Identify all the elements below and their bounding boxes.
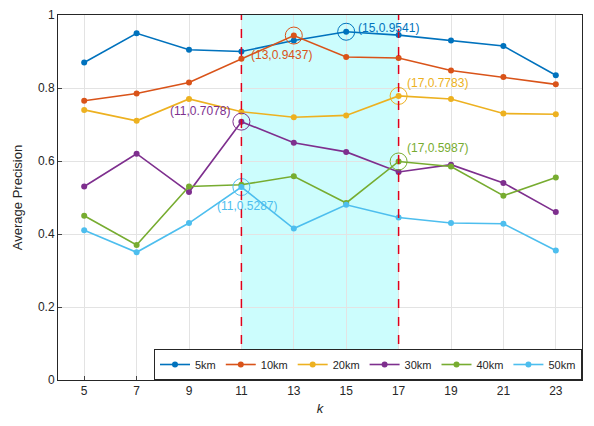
- svg-text:5: 5: [81, 384, 88, 398]
- svg-text:21: 21: [497, 384, 511, 398]
- svg-text:11: 11: [235, 384, 248, 398]
- svg-text:1: 1: [48, 8, 55, 22]
- svg-text:(17,0.7783): (17,0.7783): [407, 76, 468, 90]
- svg-text:0.4: 0.4: [38, 227, 55, 241]
- svg-text:13: 13: [287, 384, 301, 398]
- svg-text:50km: 50km: [548, 359, 575, 371]
- svg-text:10km: 10km: [261, 359, 288, 371]
- svg-text:7: 7: [133, 384, 140, 398]
- svg-text:9: 9: [186, 384, 193, 398]
- svg-text:0: 0: [48, 373, 55, 387]
- svg-text:(15,0.9541): (15,0.9541): [358, 21, 419, 35]
- svg-text:23: 23: [549, 384, 563, 398]
- svg-text:k: k: [317, 401, 325, 416]
- svg-text:(11,0.7078): (11,0.7078): [170, 104, 231, 118]
- svg-text:(11,0.5287): (11,0.5287): [217, 199, 278, 213]
- svg-text:(13,0.9437): (13,0.9437): [251, 48, 312, 62]
- svg-text:40km: 40km: [477, 359, 504, 371]
- svg-text:5km: 5km: [195, 359, 216, 371]
- svg-text:(17,0.5987): (17,0.5987): [407, 141, 468, 155]
- svg-text:0.8: 0.8: [38, 81, 55, 95]
- svg-text:30km: 30km: [405, 359, 432, 371]
- svg-text:15: 15: [340, 384, 354, 398]
- svg-text:0.2: 0.2: [38, 300, 55, 314]
- svg-text:20km: 20km: [333, 359, 360, 371]
- svg-text:Average Precision: Average Precision: [10, 145, 25, 250]
- svg-text:17: 17: [392, 384, 406, 398]
- svg-text:19: 19: [444, 384, 458, 398]
- svg-text:0.6: 0.6: [38, 154, 55, 168]
